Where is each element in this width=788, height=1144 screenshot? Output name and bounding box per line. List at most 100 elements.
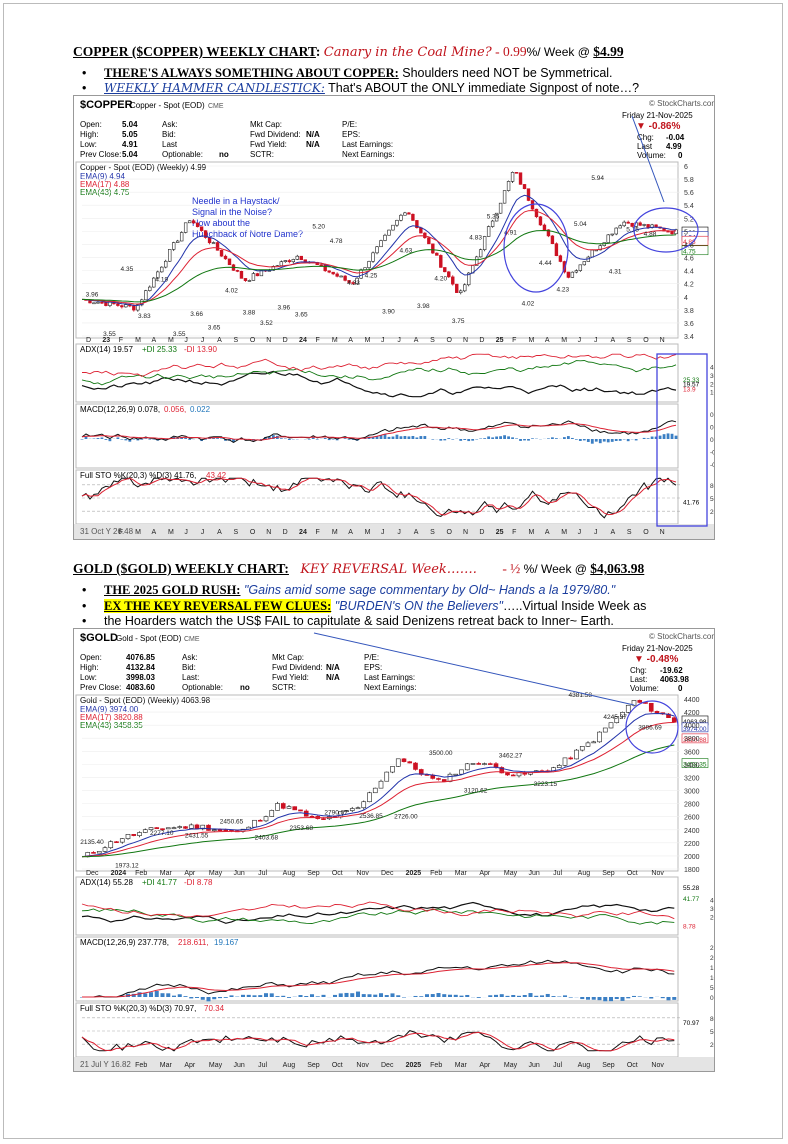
copper-footer-xtick-label: J (184, 529, 188, 536)
gold-xtick-label: Sep (307, 870, 320, 877)
gold-macd-hist-bar (378, 993, 384, 997)
gold-name: Gold - Spot (EOD) (116, 634, 182, 643)
gold-candle-body (114, 841, 119, 843)
gold-candle-body (470, 763, 476, 765)
gold-x-axis: Dec 2024 Feb Mar Apr May Jun Jul Aug Sep Oct Nov Dec… (86, 870, 664, 877)
gold-candle-body (464, 763, 470, 771)
copper-fwddiv-label: Fwd Dividend: (250, 130, 301, 139)
gold-macd-hist-bar (206, 997, 211, 1002)
copper-footer-xtick-label: J (578, 529, 582, 536)
gold-level-label: 2450.65 (220, 818, 244, 825)
gold-macd-tick: 150 (710, 965, 714, 972)
gold-candle-body (568, 757, 574, 760)
copper-level-label: 4.83 (469, 235, 482, 242)
copper-footer-xtick-label: A (545, 529, 550, 536)
gold-macd-frame (75, 936, 679, 1002)
gold-level-label: 3223.15 (534, 781, 558, 788)
gold-legend-ema43: EMA(43) 3458.35 (80, 721, 143, 730)
gold-candle-body (407, 761, 413, 764)
copper-sto-value: 41.76 (683, 500, 700, 507)
copper-candle-body (247, 280, 252, 282)
copper-sto-label: Full STO %K(20,3) %D(3) 41.76, (80, 471, 196, 480)
copper-pe-label: P/E: (342, 120, 357, 129)
copper-candle-body (92, 302, 96, 305)
copper-candle-body (187, 220, 192, 224)
gold-macd-hist-bar (189, 997, 194, 999)
copper-macd-hist-bar (395, 434, 399, 439)
copper-level-label: 4.88 (644, 231, 657, 238)
gold-level-label: 2431.55 (185, 833, 209, 840)
gold-level-label: 4245.27 (603, 714, 627, 721)
gold-ask-label: Ask: (182, 653, 198, 662)
copper-candle-body (638, 222, 642, 226)
gold-footer-bar (74, 1057, 714, 1071)
copper-adx-value: 13.9 (683, 386, 696, 393)
copper-candle-body (614, 227, 618, 235)
page-border (3, 3, 783, 1139)
copper-macd-hist-bar (80, 439, 84, 440)
copper-xtick-label: F (119, 337, 123, 344)
copper-candle-body (164, 260, 168, 268)
copper-candle-body (183, 222, 188, 233)
copper-macd-hist-bar (351, 439, 355, 440)
copper-candle-body (331, 271, 335, 275)
gold-candle-body (142, 829, 148, 833)
copper-date: Friday 21-Nov-2025 (622, 111, 693, 120)
copper-candle-body (670, 231, 674, 235)
copper-macd-hist-bar (287, 439, 291, 440)
copper-xtick-label: N (463, 337, 468, 344)
copper-candle-body (395, 219, 399, 226)
copper-candle-body (179, 232, 184, 242)
copper-last: 4.99 (666, 142, 682, 151)
copper-candle-body (674, 229, 678, 235)
copper-macd-hist-bar (606, 439, 610, 443)
copper-annotation-4: Hunchback of Notre Dame? (192, 229, 303, 239)
copper-xtick-label: A (217, 337, 222, 344)
copper-adx-plus: +DI 25.33 (142, 345, 177, 354)
copper-chg-label: Chg: (637, 133, 654, 142)
gold-right-label: 4063.98 (683, 719, 707, 726)
copper-annotation-2: Signal in the Noise? (192, 207, 272, 217)
gold-xtick-label: Jul (258, 870, 267, 877)
gold-ema9-line (81, 712, 675, 858)
gold-adx-line-2 (81, 901, 675, 920)
copper-macd-hist-bar (331, 439, 335, 440)
gold-macd-hist-bar (511, 995, 516, 997)
gold-sto-value: 70.97 (683, 1020, 700, 1027)
gold-low-label: Low: (80, 673, 97, 682)
gold-title-price: $4,063.98 (590, 561, 645, 576)
gold-candle-body (344, 810, 349, 812)
copper-candle-body (291, 259, 295, 263)
copper-macd-sig: 0.056, (164, 405, 186, 414)
copper-candle-body (191, 220, 196, 224)
copper-footer-xtick-label: N (660, 529, 665, 536)
gold-xtick-label: Nov (356, 870, 369, 877)
gold-ytick-label: 2600 (684, 815, 700, 822)
gold-candle-body (413, 762, 418, 770)
copper-candle-body (359, 269, 363, 279)
copper-ema9-line (81, 194, 676, 307)
gold-footer-xtick-label: Feb (430, 1062, 442, 1069)
copper-xtick-label: J (381, 337, 385, 344)
copper-candle-body (459, 290, 463, 293)
gold-y-axis: 1800 2000 2200 2400 2600 2800 3000 3200 3400 3600… (684, 697, 700, 874)
copper-title-sep: : (315, 44, 324, 59)
copper-candle-body (554, 243, 559, 257)
copper-x-axis: D 23 F M A M J J A S O N D 24 F M A M J J A S O N D 25 F M A M J J A S O N (86, 337, 665, 344)
copper-macd-hist-bar (315, 439, 319, 440)
copper-macd-hist-bar (267, 436, 271, 439)
copper-xtick-label: A (348, 337, 353, 344)
copper-footer-xtick-label: O (250, 529, 256, 536)
gold-title-change: - ½ (502, 561, 521, 576)
copper-candle-body (622, 221, 626, 227)
gold-ema17-line (81, 722, 675, 858)
gold-macd-hist-bar (551, 996, 556, 997)
gold-candle-body (620, 712, 625, 717)
copper-level-label: 3.96 (86, 291, 99, 298)
copper-ytick-label: 3.4 (684, 334, 694, 341)
gold-volume-label: Volume: (630, 684, 659, 693)
copper-footer-xtick-label: 25 (496, 529, 504, 536)
copper-fwdyield-val: N/A (306, 140, 320, 149)
copper-macd-tick: 0.2 (710, 412, 714, 419)
copper-nextearn-label: Next Earnings: (342, 150, 394, 159)
